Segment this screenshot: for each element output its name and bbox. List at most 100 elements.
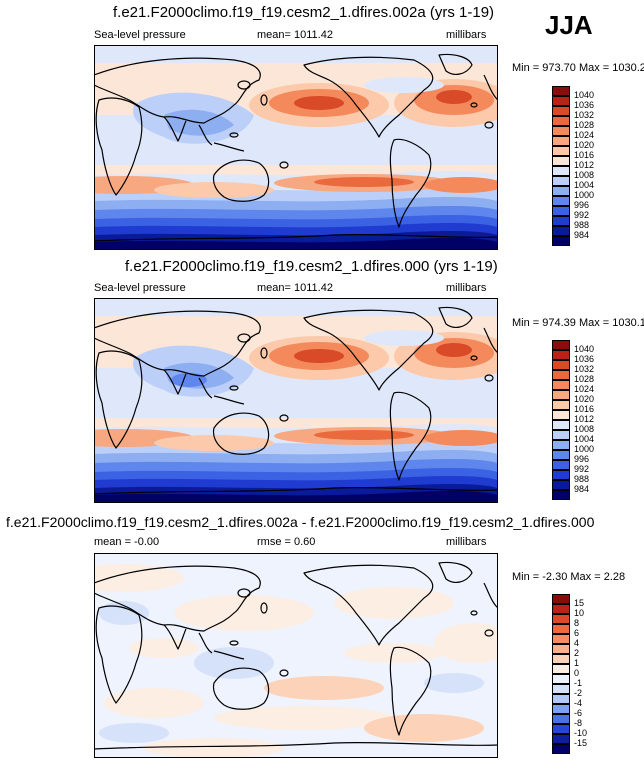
panel2-minmax: Min = 974.39 Max = 1030.13	[512, 317, 644, 329]
coastline	[94, 741, 498, 750]
island	[229, 385, 239, 391]
panel1-colorbar: 1040 1036 1032 1028 1024 1020 1016 1012 1008 1004…	[552, 86, 594, 246]
anomaly-region	[129, 638, 199, 658]
colorbar-box	[552, 734, 570, 744]
coastline	[94, 486, 498, 495]
colorbar-label: 1004	[574, 434, 595, 444]
colorbar-box	[552, 674, 570, 684]
colorbar-label: 1024	[574, 384, 595, 394]
colorbar-label: 1016	[574, 150, 595, 160]
coastline	[95, 97, 143, 196]
colorbar-box	[552, 136, 570, 146]
colorbar-label: 1032	[574, 110, 595, 120]
coastline	[198, 377, 245, 405]
colorbar-label: 996	[574, 200, 590, 210]
colorbar-box	[552, 420, 570, 430]
colorbar-label: -8	[574, 718, 583, 728]
island	[229, 640, 239, 646]
asian-low-center	[171, 373, 207, 387]
indian-ocean-high	[154, 182, 274, 198]
colorbar-box	[552, 644, 570, 654]
colorbar-label: 1036	[574, 354, 595, 364]
colorbar-box	[552, 450, 570, 460]
colorbar-label: 992	[574, 464, 590, 474]
colorbar-box	[552, 196, 570, 206]
coastline	[438, 306, 473, 328]
island	[484, 629, 494, 637]
coastline	[95, 350, 143, 449]
colorbar-label: 1020	[574, 394, 595, 404]
coastline	[303, 56, 434, 138]
colorbar-label: 1012	[574, 414, 595, 424]
island	[260, 94, 268, 106]
coastline	[389, 391, 432, 481]
island	[237, 588, 251, 598]
season-label: JJA	[545, 10, 593, 40]
panel2-sea-level-pressure-map	[94, 298, 498, 503]
colorbar-box	[552, 634, 570, 644]
colorbar-box	[552, 236, 570, 246]
panel1-title: f.e21.F2000climo.f19_f19.cesm2_1.dfires.…	[113, 4, 495, 21]
panel2-units: millibars	[446, 282, 487, 294]
colorbar-label: 1024	[574, 130, 595, 140]
colorbar-box	[552, 460, 570, 470]
panel3-units: millibars	[446, 536, 487, 548]
colorbar-label: 15	[574, 598, 585, 608]
colorbar-label: 1036	[574, 100, 595, 110]
colorbar-label: 2	[574, 648, 580, 658]
panel2-title: f.e21.F2000climo.f19_f19.cesm2_1.dfires.…	[125, 258, 498, 275]
island	[279, 669, 289, 677]
colorbar-box	[552, 694, 570, 704]
colorbar-label: 1032	[574, 364, 595, 374]
colorbar-box	[552, 654, 570, 664]
north-america-low	[364, 77, 444, 93]
colorbar-box	[552, 156, 570, 166]
coastline	[483, 327, 498, 354]
anomaly-region	[99, 601, 149, 625]
north-america-low	[364, 330, 444, 346]
coastline	[198, 632, 245, 660]
colorbar-box	[552, 380, 570, 390]
coastline	[198, 124, 245, 152]
panel2-mean: mean= 1011.42	[257, 282, 333, 294]
coastline	[389, 138, 432, 228]
island	[470, 610, 478, 616]
colorbar-label: 1028	[574, 120, 595, 130]
coastline	[212, 159, 270, 202]
colorbar-box	[552, 430, 570, 440]
map-frame	[94, 553, 498, 758]
anomaly-region	[104, 688, 204, 718]
island	[237, 333, 251, 343]
island	[470, 102, 478, 108]
colorbar-box	[552, 400, 570, 410]
coastline	[163, 116, 187, 142]
colorbar-label: 1008	[574, 170, 595, 180]
colorbar-label: 6	[574, 628, 580, 638]
panel3-minmax: Min = -2.30 Max = 2.28	[512, 571, 626, 583]
coastline	[94, 57, 261, 124]
island	[260, 347, 268, 359]
island	[237, 80, 251, 90]
colorbar-label: -10	[574, 728, 588, 738]
colorbar-label: 1040	[574, 344, 595, 354]
colorbar-label: -15	[574, 738, 588, 748]
coastline	[94, 310, 261, 377]
coastline	[438, 53, 473, 75]
colorbar-label: -4	[574, 698, 583, 708]
coastline	[483, 582, 498, 609]
island	[229, 132, 239, 138]
colorbar-label: 10	[574, 608, 585, 618]
northern-high-contour	[436, 343, 472, 357]
south-atlantic-east-high	[424, 177, 498, 193]
colorbar-box	[552, 470, 570, 480]
coastline	[483, 74, 498, 101]
island	[279, 161, 289, 169]
anomaly-region	[334, 587, 454, 619]
colorbar-box	[552, 594, 570, 604]
colorbar-label: 984	[574, 230, 590, 240]
colorbar-box	[552, 440, 570, 450]
coastline	[95, 605, 143, 704]
coastline	[94, 565, 261, 632]
colorbar-box	[552, 714, 570, 724]
map-frame	[94, 45, 498, 250]
